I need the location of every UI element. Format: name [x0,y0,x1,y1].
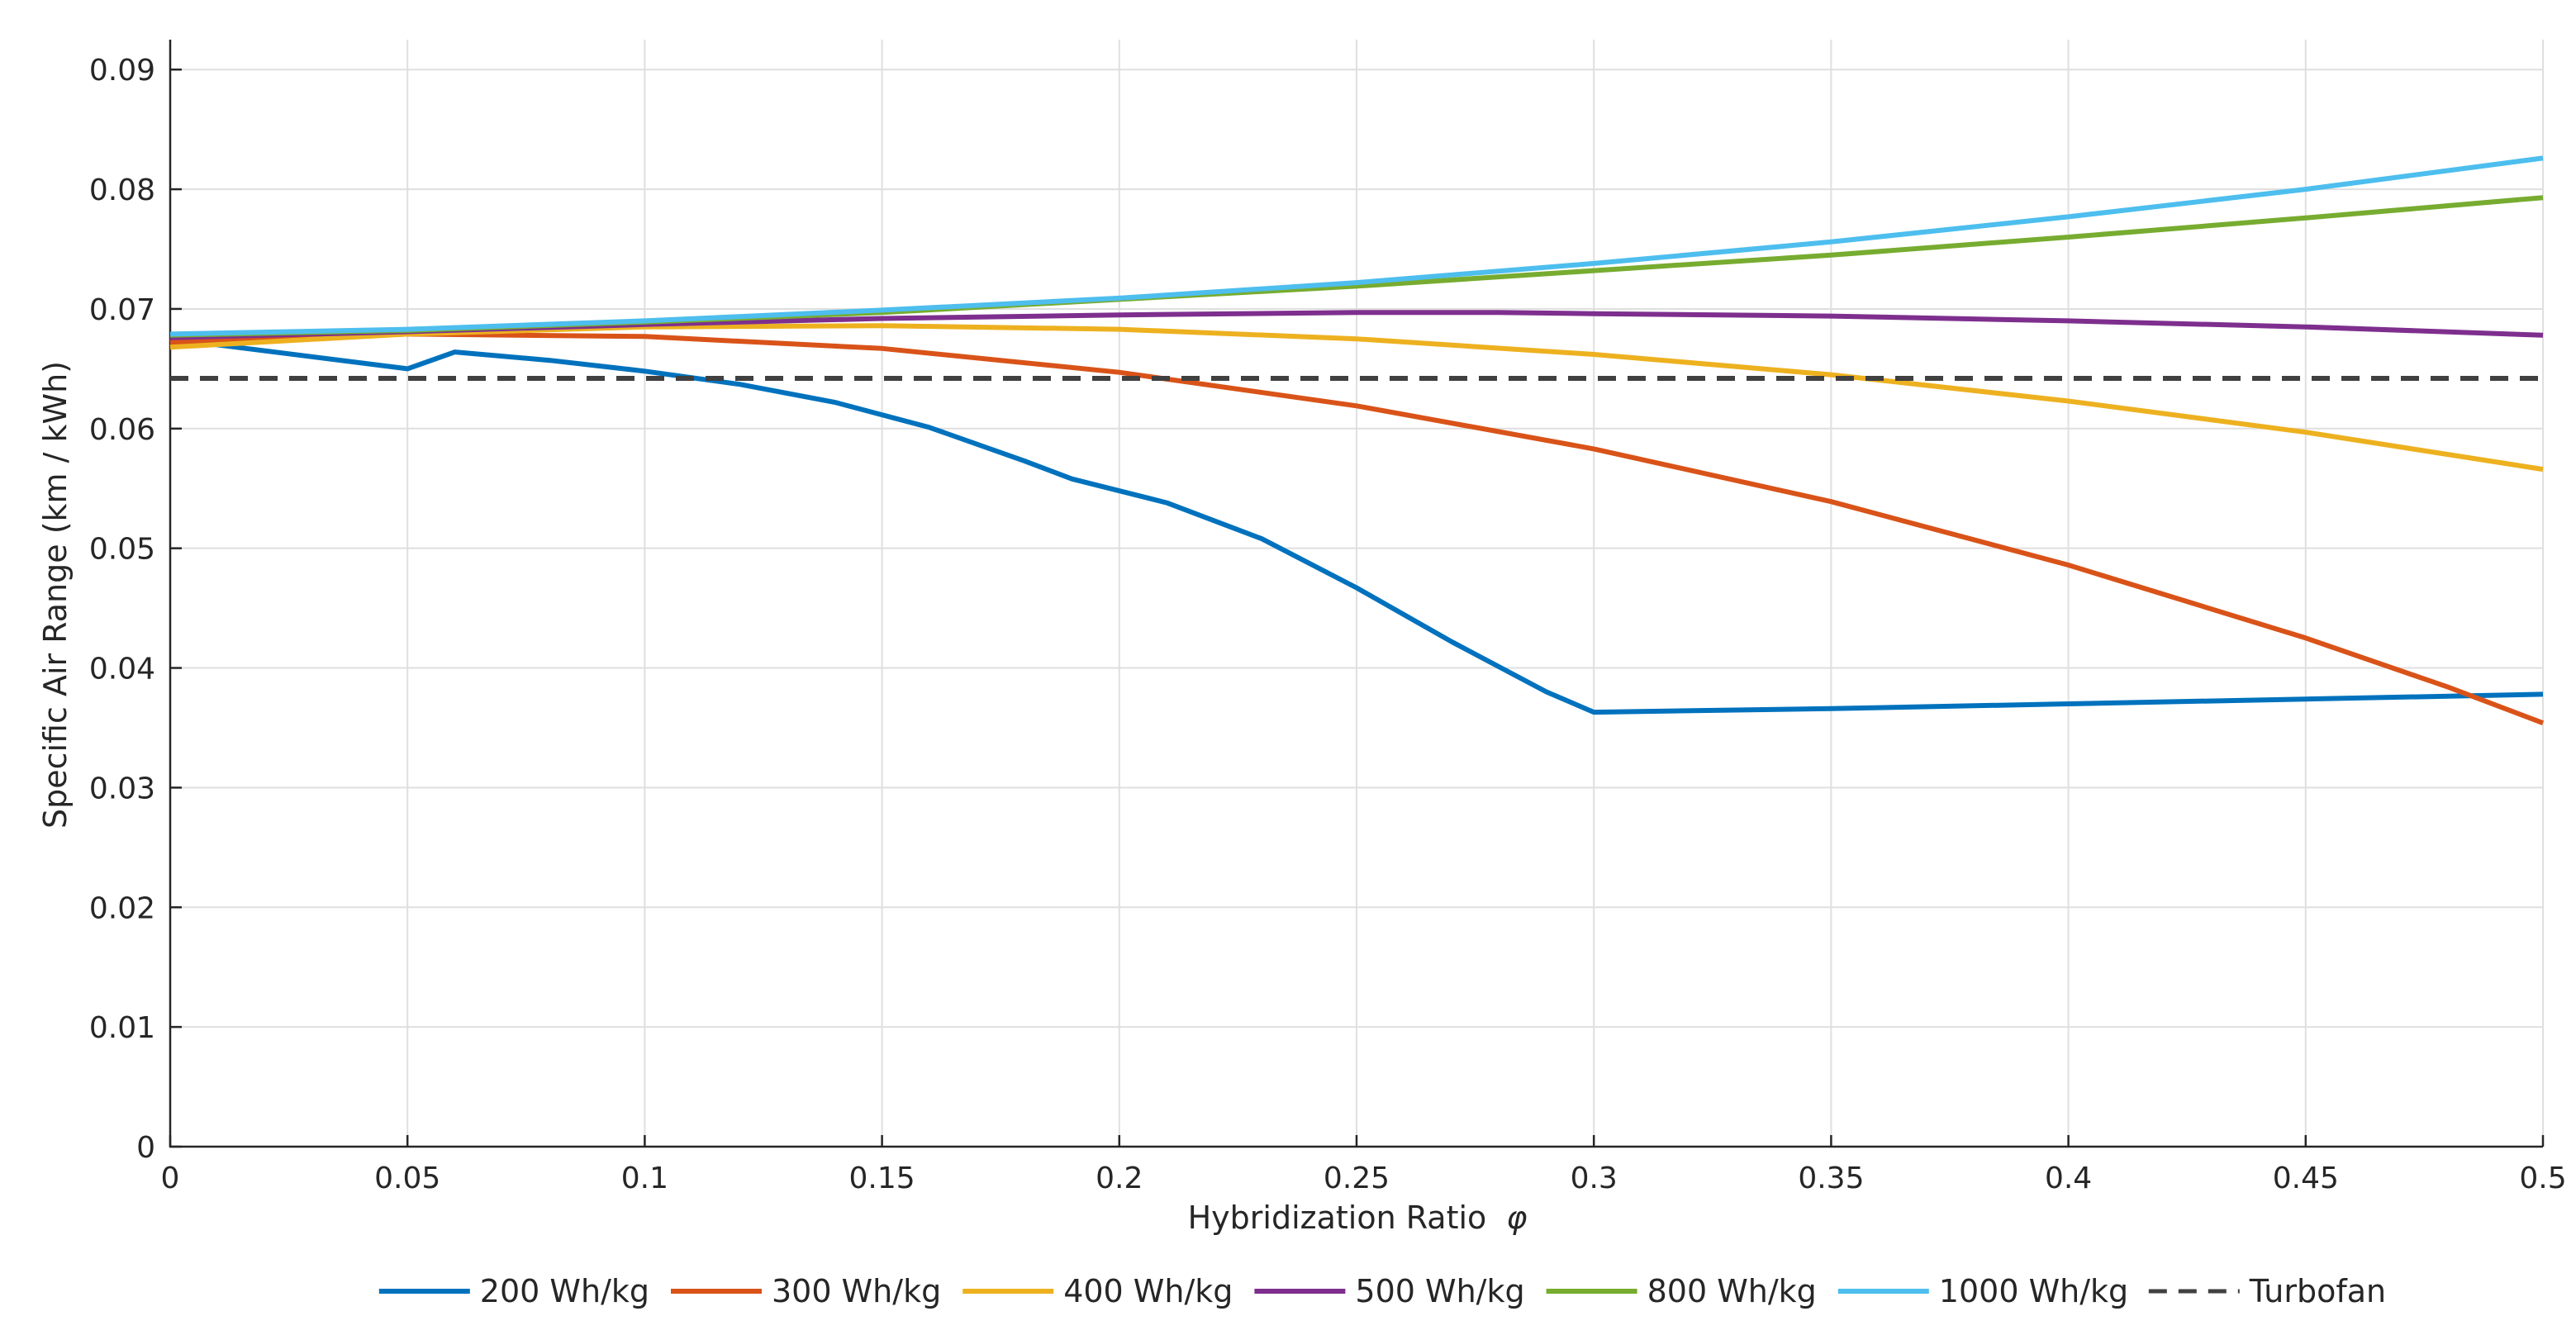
x-axis-label-symbol: φ [1506,1200,1527,1236]
series-group [169,155,2545,726]
x-tick-label: 0.2 [1096,1162,1143,1195]
y-tick-label: 0.05 [89,533,155,567]
y-tick-label: 0.09 [89,54,155,88]
y-tick-label: 0.03 [89,772,155,805]
series-line-200-wh-kg [169,336,2544,715]
legend: 200 Wh/kg 300 Wh/kg 400 Wh/kg 500 Wh/kg 800 … [378,1273,2386,1309]
x-tick-label: 0.15 [849,1162,915,1195]
grid [170,40,2544,1147]
x-tick-label: 0.35 [1798,1162,1864,1195]
legend-label: 800 Wh/kg [1647,1273,1817,1309]
axis-frame [169,40,2543,1148]
y-tick-label: 0.02 [89,891,155,925]
legend-label: 400 Wh/kg [1063,1273,1233,1309]
x-tick-label: 0.25 [1324,1162,1390,1195]
y-tick-label: 0.04 [89,653,155,687]
x-tick-label: 0 [161,1162,180,1195]
x-tick-label: 0.3 [1571,1162,1618,1195]
x-tick-label: 0.1 [621,1162,668,1195]
axes [169,40,2545,1148]
legend-label: 200 Wh/kg [480,1273,649,1309]
y-tick-label: 0.06 [89,413,155,447]
series-line-1000-wh-kg [169,155,2544,337]
x-tick-label: 0.4 [2045,1162,2092,1195]
x-axis-label-text: Hybridization Ratio [1188,1200,1487,1236]
legend-label: 1000 Wh/kg [1939,1273,2128,1309]
series-line-300-wh-kg [169,331,2545,726]
x-axis-label: Hybridization Ratio φ [1188,1200,1528,1236]
y-tick-label: 0.07 [89,293,155,327]
legend-label: Turbofan [2249,1273,2386,1309]
y-axis-label: Specific Air Range (km / kWh) [37,361,74,829]
x-tick-label: 0.5 [2519,1162,2566,1195]
x-tick-label: 0.45 [2273,1162,2339,1195]
tick-labels: 0 0.05 0.1 0.15 0.2 0.25 0.3 0.35 0.4 0.45 0.5 0 0.0… [89,54,2567,1195]
legend-label: 500 Wh/kg [1355,1273,1524,1309]
y-tick-label: 0.01 [89,1011,155,1045]
y-tick-label: 0.08 [89,173,155,207]
x-tick-label: 0.05 [374,1162,440,1195]
legend-label: 300 Wh/kg [772,1273,941,1309]
y-tick-label: 0 [136,1131,155,1165]
